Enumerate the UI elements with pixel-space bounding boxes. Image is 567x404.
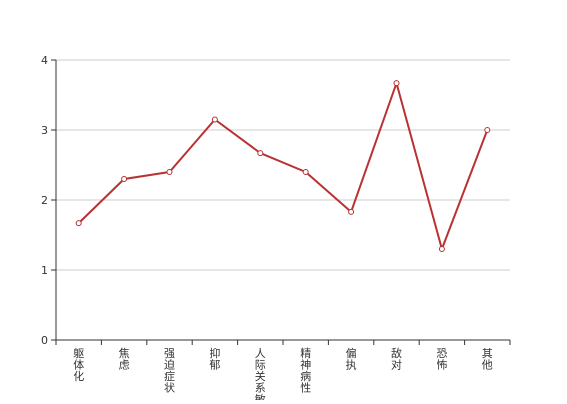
data-point-0-7[interactable] [393,80,400,87]
data-point-0-3[interactable] [211,116,218,123]
x-tick-label-4: 人际关系敏感 [255,347,266,400]
x-tick-label-1: 焦虑 [119,347,130,372]
y-tick-label-0: 0 [41,334,48,347]
data-point-0-8[interactable] [438,246,445,252]
axes: 0 1 2 3 4 躯体化 焦虑 强迫症状 抑郁 人际关系敏感 精神病性 偏执 敌对 恐怖 其他 [41,54,511,404]
gridlines [56,59,510,271]
data-point-0-0[interactable] [75,220,82,227]
x-tick-label-9: 其他 [482,347,493,372]
y-tick-label-4: 4 [41,54,48,67]
x-tick-label-2: 强迫症状 [164,347,175,395]
x-tick-label-7: 敌对 [391,346,402,372]
x-tick-label-0: 躯体化 [73,347,84,383]
data-point-0-1[interactable] [121,176,128,182]
series-lines [78,82,489,250]
data-point-0-4[interactable] [257,150,264,157]
data-point-0-6[interactable] [348,208,355,215]
y-tick-label-2: 2 [41,194,48,207]
data-points [75,80,491,252]
x-tick-label-3: 抑郁 [209,346,220,372]
series-line-0 [78,82,489,250]
x-tick-label-5: 精神病性 [300,347,311,395]
y-tick-label-3: 3 [41,124,48,137]
data-point-0-2[interactable] [166,169,173,175]
x-tick-label-6: 偏执 [346,346,357,372]
data-point-0-9[interactable] [484,127,491,133]
data-point-0-5[interactable] [302,169,309,175]
x-tick-label-8: 恐怖 [436,347,447,372]
y-tick-label-1: 1 [41,264,48,277]
